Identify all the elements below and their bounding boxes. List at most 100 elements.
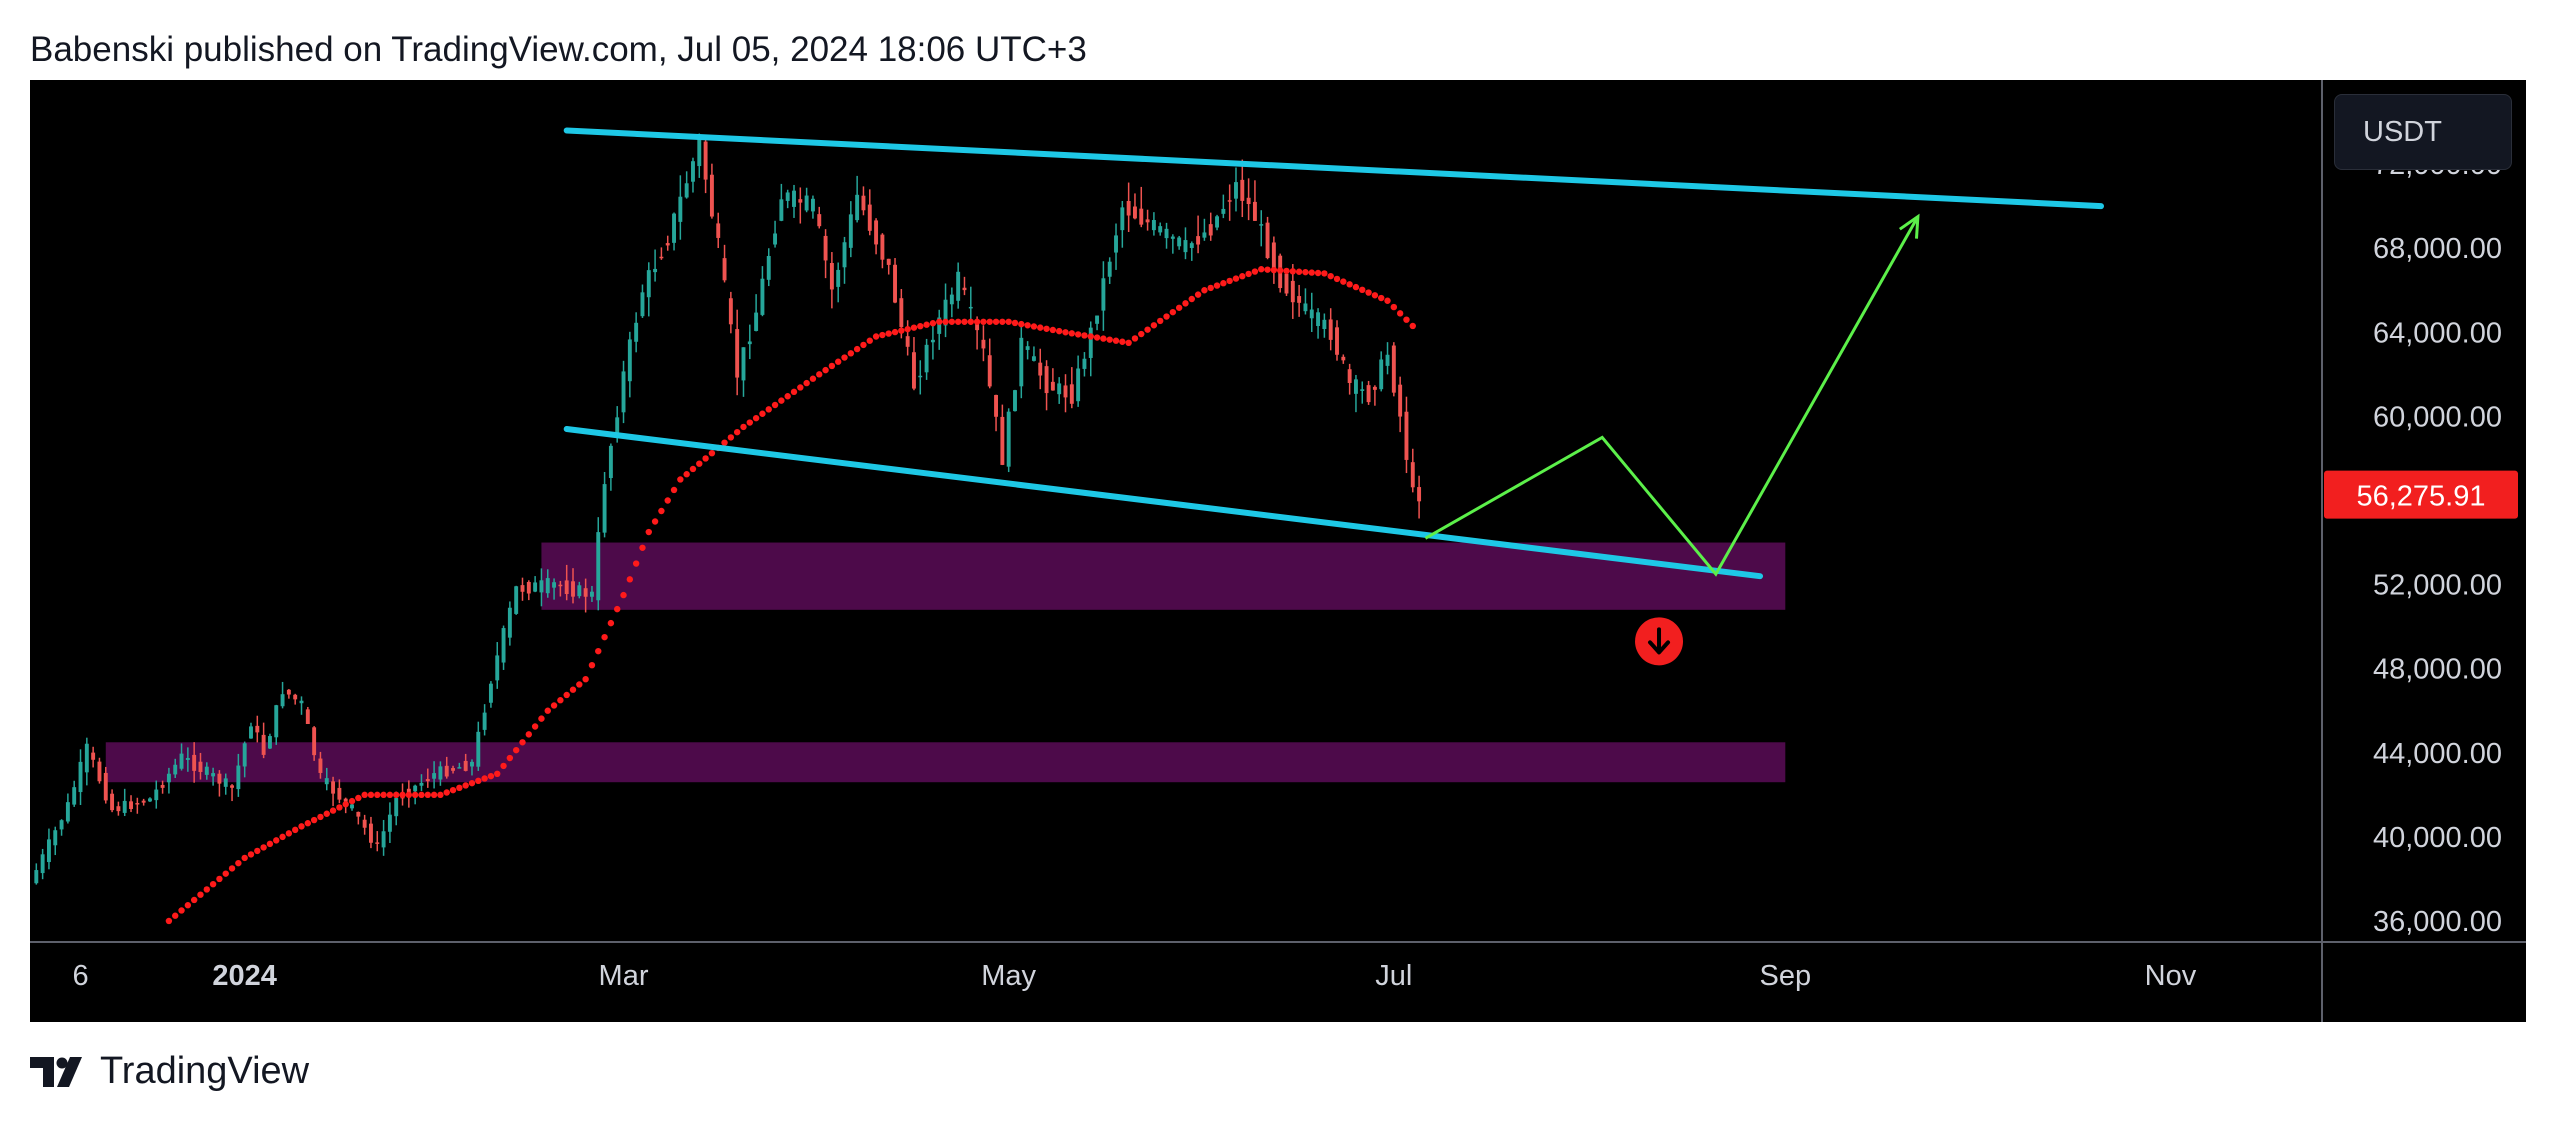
candle-body [312,727,317,756]
candle-body [488,683,493,703]
candle-body [665,243,670,246]
candle-body [709,174,714,217]
axes: 72,000.0068,000.0064,000.0060,000.0052,0… [30,80,2526,1022]
ma-point [519,739,526,746]
support-zone [105,742,1786,783]
candle [154,780,159,809]
ma-point [1232,275,1240,282]
ma-point [999,318,1006,325]
candle-body [1069,384,1074,404]
brand-name: TradingView [100,1050,310,1092]
candle-body [747,341,752,345]
candle-body [855,194,860,221]
candle [874,218,879,255]
ma-point [374,791,381,799]
ma-point [1283,267,1290,275]
candle-body [968,306,973,309]
candle [1069,367,1074,409]
ma-point [727,434,735,441]
candle-body [918,375,923,378]
candle [1095,315,1100,331]
channel-upper-line [563,127,2105,210]
ma-point [1100,335,1107,342]
ma-point [1359,286,1366,294]
currency-label: USDT [2363,115,2442,148]
candle-body [842,242,847,268]
ma-point [866,337,873,344]
candle-body [1265,222,1270,258]
candle-body [1164,228,1169,239]
candle [324,767,329,791]
y-tick-label: 44,000.00 [2373,738,2502,770]
candle [943,283,948,338]
candle-body [91,752,96,760]
ma-point [1163,313,1170,320]
candle-body [1246,197,1251,205]
ma-point [216,875,223,883]
ma-point [1409,322,1416,330]
candle [855,175,860,223]
candle-body [1366,385,1371,403]
candle [337,779,342,804]
ma-point [1125,339,1132,347]
candle [1025,341,1030,360]
candle-body [438,766,443,780]
candle-body [135,803,140,805]
ma-point [1005,318,1012,325]
ma-point [361,791,368,799]
candle [476,721,481,771]
ma-point [784,393,791,400]
candle-body [1404,411,1409,460]
candle-body [621,371,626,413]
ma-point [512,746,520,754]
ma-point [291,826,299,834]
branding-footer[interactable]: TradingView [30,1050,309,1093]
ma-point [1226,277,1233,285]
price-chart[interactable]: 72,000.0068,000.0064,000.0060,000.0052,0… [30,80,2526,1022]
candle [697,133,702,178]
candle-body [589,591,594,597]
ma-point [336,804,343,811]
candle [1252,180,1257,222]
candle-body [362,819,367,828]
candle-body [457,767,462,769]
chart-panel[interactable]: 72,000.0068,000.0064,000.0060,000.0052,0… [30,80,2526,1022]
candle-body [691,161,695,182]
ma-point [967,318,974,325]
candle-body [766,256,771,280]
candle-body [482,712,487,730]
candle-body [148,798,152,802]
candle-body [1410,462,1415,488]
candle [261,722,266,759]
candle-body [760,278,765,315]
ma-point [557,697,564,704]
ma-point [790,388,798,396]
tradingview-logo-icon [30,1056,82,1087]
candle-body [217,773,222,784]
candle-body [836,269,841,287]
candle-body [1170,236,1175,239]
candle-body [1133,206,1137,219]
candle-body [754,312,759,331]
ma-point [904,325,911,333]
ma-point [740,423,747,431]
candle-body [432,773,437,779]
candle-body [975,321,980,331]
candle-body [533,582,538,592]
candle-body [242,743,247,767]
ma-point [847,350,855,357]
candle-body [1284,273,1289,294]
candle-body [34,870,39,884]
ma-point [323,810,330,817]
ma-point [386,791,394,799]
candle-body [1196,236,1201,245]
candle-body [331,781,336,794]
candle [848,201,853,258]
ma-point [348,797,356,805]
candle-body [552,582,557,588]
currency-selector-button[interactable]: USDT [2334,94,2512,170]
candle-body [476,731,481,767]
candle-body [387,814,392,832]
projection-line [1424,215,1920,577]
ma-point [456,784,463,792]
